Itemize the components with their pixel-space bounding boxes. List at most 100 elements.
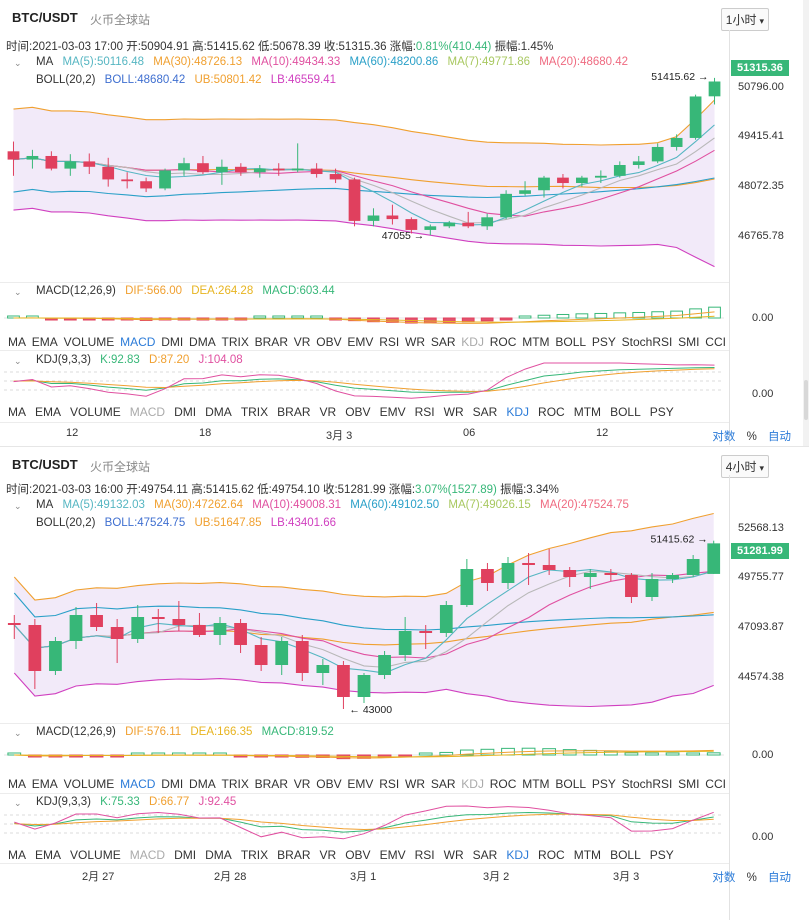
indicator-tab-ma[interactable]: MA <box>8 405 26 419</box>
indicator-tab-ema[interactable]: EMA <box>31 777 58 791</box>
indicator-tab-volume[interactable]: VOLUME <box>70 405 121 419</box>
indicator-tab-dmi[interactable]: DMI <box>174 405 197 419</box>
indicator-tab-wr[interactable]: WR <box>443 405 464 419</box>
indicator-tab-macd[interactable]: MACD <box>120 335 156 349</box>
indicator-tab-volume[interactable]: VOLUME <box>63 335 115 349</box>
indicator-tab-psy[interactable]: PSY <box>649 848 674 862</box>
indicator-tab-kdj[interactable]: KDJ <box>506 405 530 419</box>
indicator-tab-cci[interactable]: CCI <box>705 777 726 791</box>
indicator-tab-dma[interactable]: DMA <box>189 777 216 791</box>
indicator-tab-ema[interactable]: EMA <box>35 405 62 419</box>
indicator-tab-psy[interactable]: PSY <box>649 405 674 419</box>
log-scale-toggle[interactable]: 对数 <box>712 872 736 884</box>
indicator-tab-rsi[interactable]: RSI <box>414 848 435 862</box>
indicator-tab-mtm[interactable]: MTM <box>573 405 602 419</box>
indicator-tab-emv[interactable]: EMV <box>379 405 406 419</box>
indicator-tab-cci[interactable]: CCI <box>705 335 726 349</box>
indicator-tab-dma[interactable]: DMA <box>205 848 232 862</box>
auto-scale-toggle[interactable]: 自动 <box>768 431 791 443</box>
indicator-tab-emv[interactable]: EMV <box>347 335 374 349</box>
indicator-tab-sar[interactable]: SAR <box>472 848 498 862</box>
indicator-tab-dma[interactable]: DMA <box>205 405 232 419</box>
indicator-tab-sar[interactable]: SAR <box>430 777 456 791</box>
indicator-tab-macd[interactable]: MACD <box>129 848 166 862</box>
timeframe-select[interactable]: 4小时 ▾ <box>720 455 769 478</box>
indicator-tab-ma[interactable]: MA <box>8 335 26 349</box>
indicator-tab-stochrsi[interactable]: StochRSI <box>621 777 673 791</box>
percent-scale-toggle[interactable]: % <box>746 431 757 443</box>
indicator-tab-roc[interactable]: ROC <box>489 777 517 791</box>
indicator-tab-kdj[interactable]: KDJ <box>461 335 484 349</box>
indicator-tab-psy[interactable]: PSY <box>591 777 616 791</box>
candlestick-chart-4h[interactable]: 51415.62 → ← 43000 <box>0 447 729 920</box>
indicator-tab-psy[interactable]: PSY <box>591 335 616 349</box>
indicator-tab-wr[interactable]: WR <box>405 335 426 349</box>
indicator-tab-dmi[interactable]: DMI <box>161 777 184 791</box>
indicator-tab-kdj[interactable]: KDJ <box>461 777 484 791</box>
indicator-tab-boll[interactable]: BOLL <box>610 848 641 862</box>
indicator-tab-trix[interactable]: TRIX <box>240 848 269 862</box>
indicator-tab-rsi[interactable]: RSI <box>379 777 400 791</box>
indicator-tab-mtm[interactable]: MTM <box>573 848 602 862</box>
indicator-tab-roc[interactable]: ROC <box>538 405 565 419</box>
indicator-tab-volume[interactable]: VOLUME <box>70 848 121 862</box>
indicator-tab-emv[interactable]: EMV <box>379 848 406 862</box>
indicator-tab-boll[interactable]: BOLL <box>555 335 587 349</box>
indicator-tab-brar[interactable]: BRAR <box>277 848 311 862</box>
indicator-tab-macd[interactable]: MACD <box>129 405 166 419</box>
indicator-tab-obv[interactable]: OBV <box>345 848 371 862</box>
indicator-tab-boll[interactable]: BOLL <box>610 405 641 419</box>
collapse-chevron-icon[interactable]: ⌄ <box>14 798 22 808</box>
indicator-tab-ma[interactable]: MA <box>8 777 26 791</box>
indicator-tab-brar[interactable]: BRAR <box>254 777 288 791</box>
indicator-tab-mtm[interactable]: MTM <box>522 335 550 349</box>
scrollbar[interactable] <box>803 0 809 446</box>
timeframe-select[interactable]: 1小时 ▾ <box>720 8 769 31</box>
indicator-tab-trix[interactable]: TRIX <box>221 335 249 349</box>
indicator-tab-ma[interactable]: MA <box>8 848 26 862</box>
indicator-tab-smi[interactable]: SMI <box>678 777 700 791</box>
collapse-chevron-icon[interactable]: ⌄ <box>14 501 22 511</box>
indicator-tab-rsi[interactable]: RSI <box>379 335 400 349</box>
indicator-tab-wr[interactable]: WR <box>443 848 464 862</box>
collapse-chevron-icon[interactable]: ⌄ <box>14 356 22 366</box>
indicator-tab-vr[interactable]: VR <box>293 335 311 349</box>
indicator-tab-sar[interactable]: SAR <box>430 335 456 349</box>
indicator-tab-vr[interactable]: VR <box>319 848 337 862</box>
indicator-tab-boll[interactable]: BOLL <box>555 777 587 791</box>
indicator-tab-ema[interactable]: EMA <box>35 848 62 862</box>
collapse-chevron-icon[interactable]: ⌄ <box>14 728 22 738</box>
indicator-tab-roc[interactable]: ROC <box>538 848 565 862</box>
collapse-chevron-icon[interactable]: ⌄ <box>14 58 22 68</box>
indicator-tab-roc[interactable]: ROC <box>489 335 517 349</box>
indicator-tab-mtm[interactable]: MTM <box>522 777 550 791</box>
indicator-tab-dmi[interactable]: DMI <box>161 335 184 349</box>
indicator-tab-vr[interactable]: VR <box>293 777 311 791</box>
indicator-tab-trix[interactable]: TRIX <box>221 777 249 791</box>
percent-scale-toggle[interactable]: % <box>746 872 757 884</box>
indicator-tab-trix[interactable]: TRIX <box>240 405 269 419</box>
log-scale-toggle[interactable]: 对数 <box>712 431 736 443</box>
indicator-tab-obv[interactable]: OBV <box>316 777 342 791</box>
indicator-tab-wr[interactable]: WR <box>405 777 426 791</box>
indicator-tab-obv[interactable]: OBV <box>345 405 371 419</box>
indicator-tab-rsi[interactable]: RSI <box>414 405 435 419</box>
indicator-tab-brar[interactable]: BRAR <box>254 335 288 349</box>
indicator-tab-smi[interactable]: SMI <box>678 335 700 349</box>
indicator-tab-vr[interactable]: VR <box>319 405 337 419</box>
indicator-tab-dma[interactable]: DMA <box>189 335 216 349</box>
indicator-tab-volume[interactable]: VOLUME <box>63 777 115 791</box>
collapse-chevron-icon[interactable]: ⌄ <box>14 287 22 297</box>
indicator-tab-brar[interactable]: BRAR <box>277 405 311 419</box>
indicator-tab-sar[interactable]: SAR <box>472 405 498 419</box>
auto-scale-toggle[interactable]: 自动 <box>768 872 791 884</box>
indicator-tab-ema[interactable]: EMA <box>31 335 58 349</box>
scrollbar-thumb[interactable] <box>804 380 808 420</box>
indicator-tab-macd[interactable]: MACD <box>120 777 156 791</box>
indicator-tab-stochrsi[interactable]: StochRSI <box>621 335 673 349</box>
indicator-tab-kdj[interactable]: KDJ <box>506 848 530 862</box>
indicator-tab-dmi[interactable]: DMI <box>174 848 197 862</box>
candlestick-chart-1h[interactable]: 51415.62 → 47055 → <box>0 0 729 446</box>
indicator-tab-obv[interactable]: OBV <box>316 335 342 349</box>
indicator-tab-emv[interactable]: EMV <box>347 777 374 791</box>
